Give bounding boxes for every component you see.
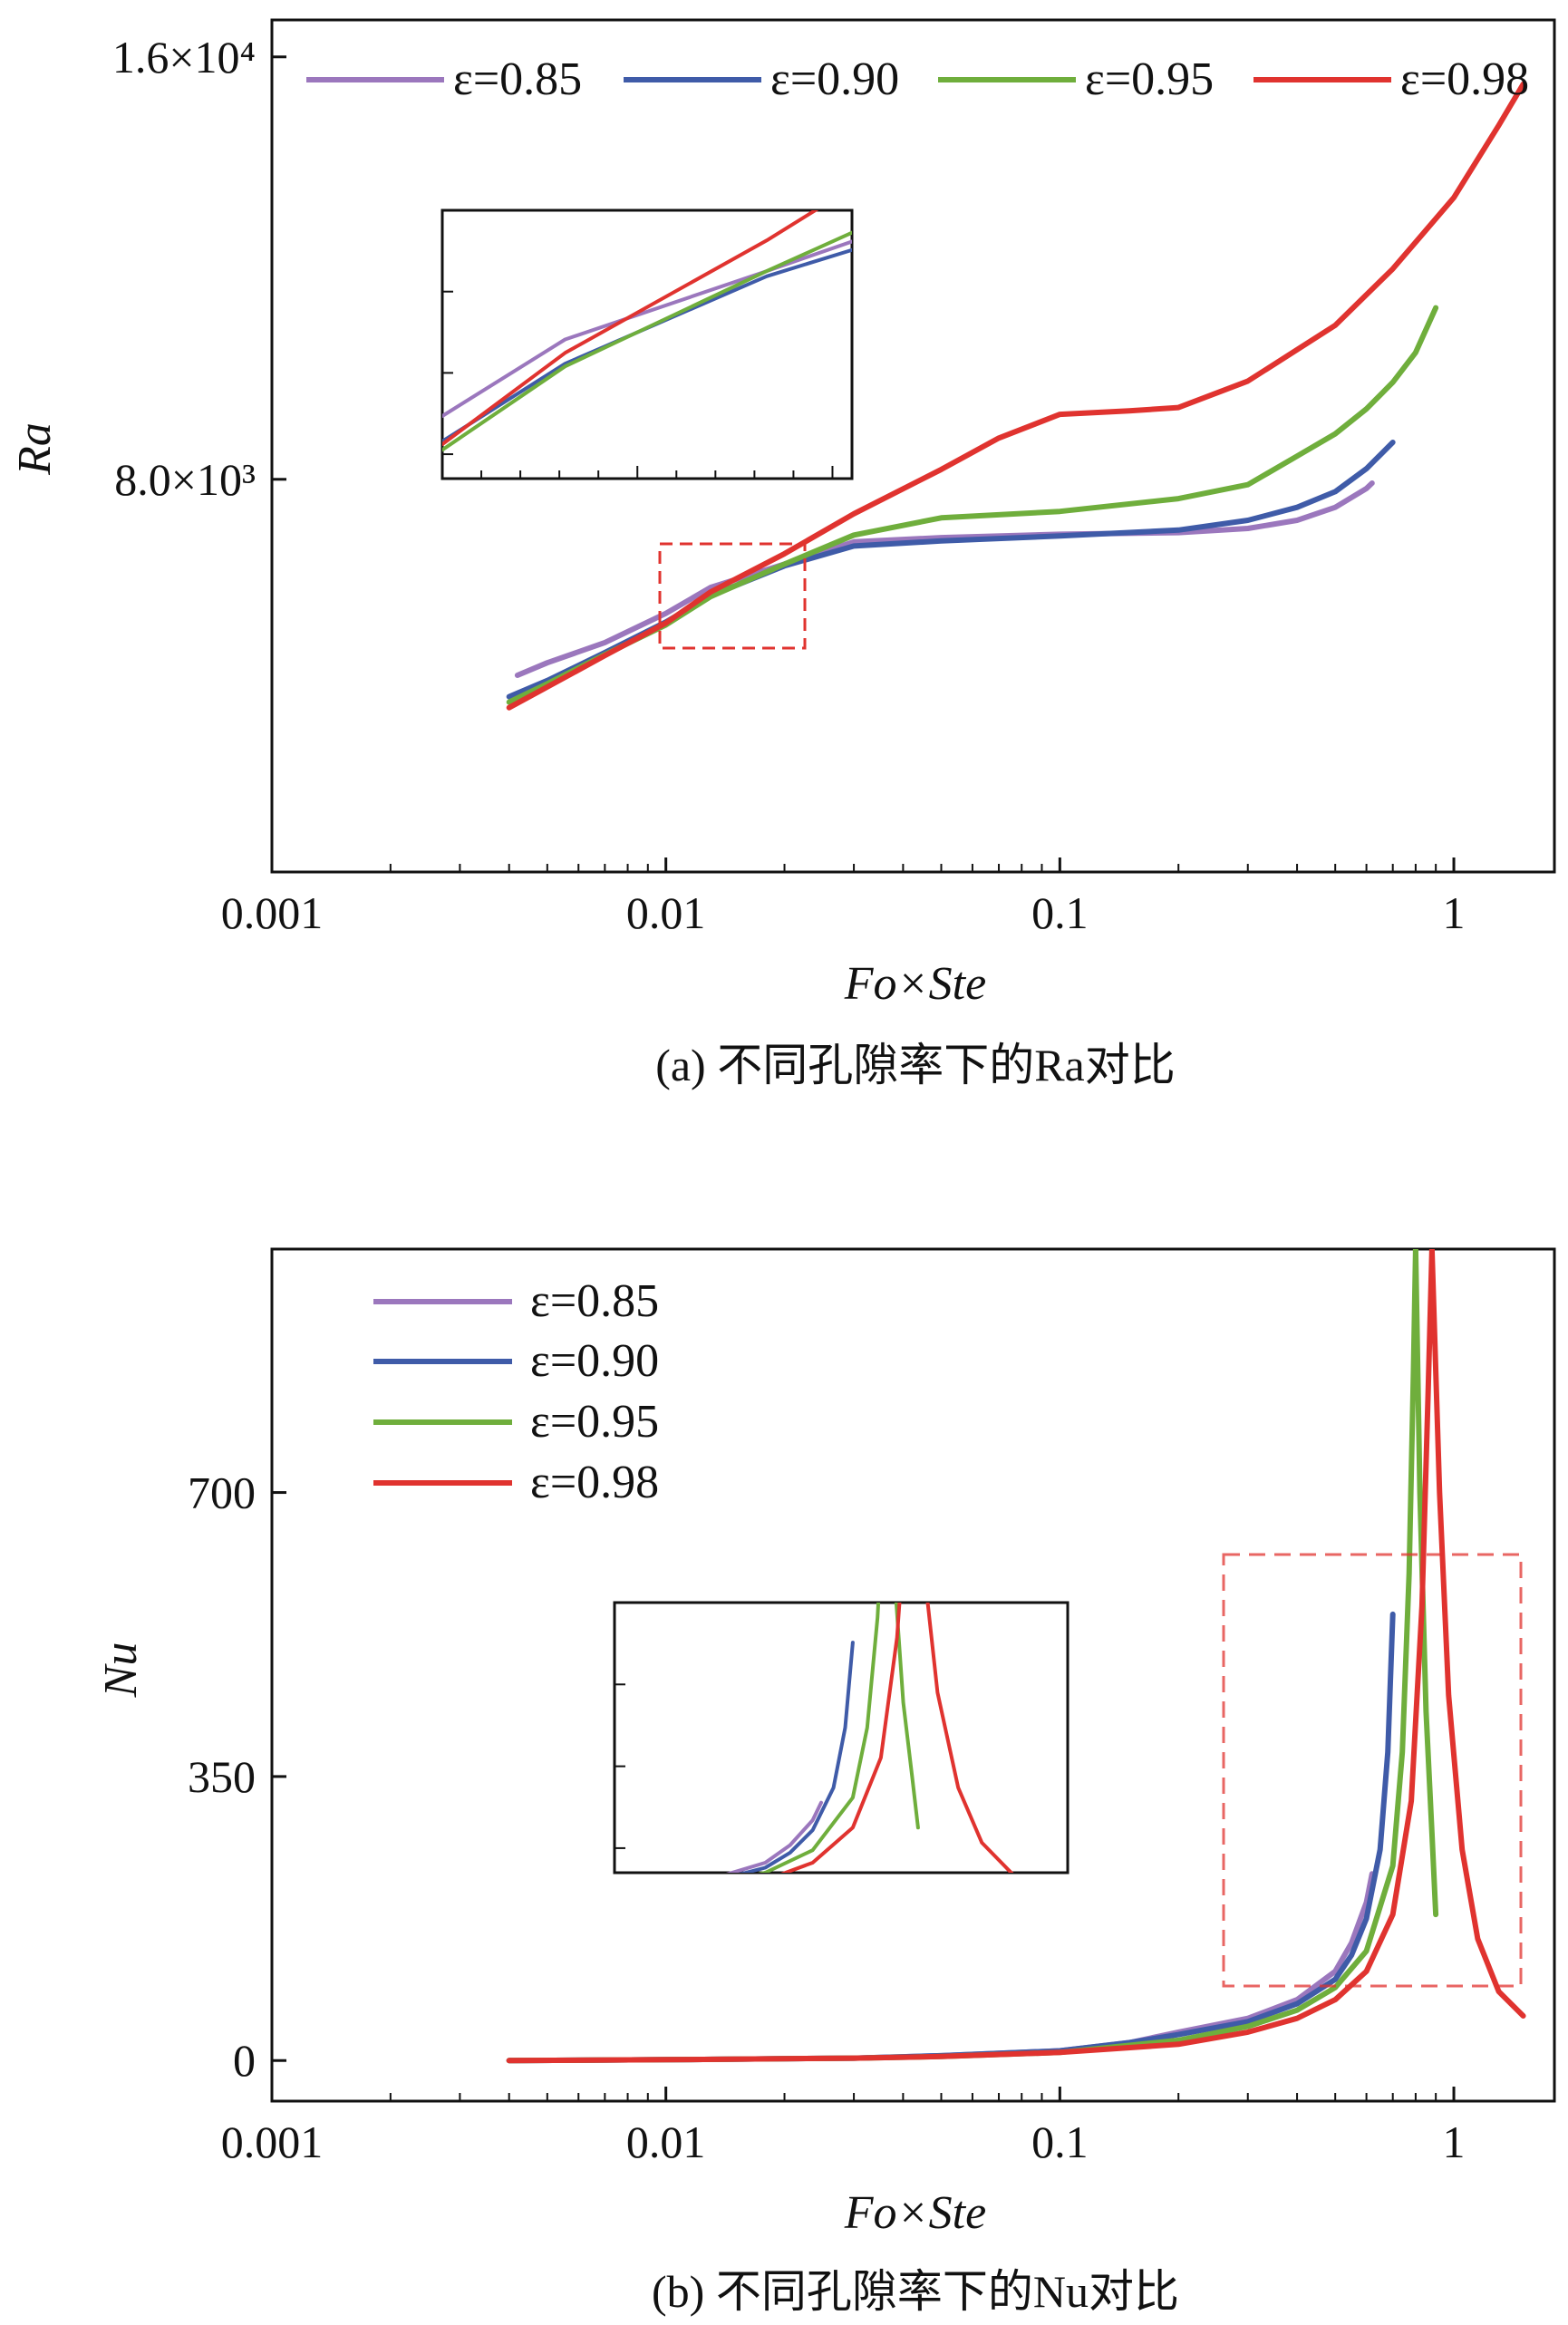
panel-a-curves: [506, 81, 1526, 711]
inset-line-b-eps085: [725, 1800, 823, 1873]
panel-a-inset-ticks: [442, 290, 834, 479]
panel-b-inset-frame: [613, 1601, 1070, 1875]
y-tick-label: 700: [188, 1468, 256, 1518]
inset-line-b-eps098: [780, 1603, 1014, 1873]
legend-a-label-eps090: ε=0.90: [770, 53, 899, 105]
legend-b-label-eps098: ε=0.98: [530, 1457, 659, 1508]
panel-a-zoom-box: [658, 542, 807, 650]
x-tick-label: 1: [1443, 2117, 1466, 2167]
panel-a-caption: (a) 不同孔隙率下的Ra对比: [655, 1040, 1176, 1090]
y-tick-label: 1.6×10⁴: [112, 32, 256, 82]
x-tick-label: 1: [1443, 887, 1466, 938]
panel-b-x-ticks: 0.001 0.01 0.1 1: [221, 2087, 1466, 2167]
panel-a-x-label: Fo×Ste: [844, 958, 986, 1010]
y-tick-label: 350: [188, 1751, 256, 1802]
legend-b-label-eps090: ε=0.90: [530, 1335, 659, 1387]
panel-b-y-label: Nu: [95, 1642, 147, 1699]
series-line-a-eps098: [506, 81, 1526, 711]
legend-a-label-eps085: ε=0.85: [453, 53, 582, 105]
panel-a-axes-frame: [270, 18, 1556, 874]
panel-b-y-ticks: 0 350 700: [188, 1468, 286, 2086]
x-tick-label: 0.01: [626, 887, 706, 938]
panel-a-y-label: Ra: [9, 422, 61, 476]
panel-b-zoom-box: [1222, 1553, 1523, 1988]
panel-a-inset-frame: [440, 208, 854, 480]
panel-b-curves: [506, 1249, 1526, 2064]
x-tick-label: 0.1: [1031, 887, 1089, 938]
panel-b-inset: [613, 1601, 1070, 1875]
panel-b-x-label: Fo×Ste: [844, 2187, 986, 2239]
series-line-a-eps085: [514, 480, 1375, 678]
panel-a-y-ticks: 8.0×10³ 1.6×10⁴: [112, 32, 286, 505]
panel-b-legend: ε=0.85 ε=0.90 ε=0.95 ε=0.98: [373, 1275, 659, 1508]
legend-b-label-eps095: ε=0.95: [530, 1396, 659, 1448]
panel-b-caption: (b) 不同孔隙率下的Nu对比: [652, 2266, 1179, 2317]
y-tick-label: 8.0×10³: [114, 454, 256, 505]
inset-line-b-eps090: [738, 1641, 855, 1873]
legend-b-label-eps085: ε=0.85: [530, 1275, 659, 1327]
panel-a-inset: [440, 208, 854, 480]
panel-b: 0.001 0.01 0.1 1 0 350 700 ε=0.85 ε=0.90 ε=0.…: [95, 1247, 1556, 2317]
panel-a-x-ticks: 0.001 0.01 0.1 1: [221, 857, 1466, 938]
x-tick-label: 0.001: [221, 2117, 324, 2167]
x-tick-label: 0.001: [221, 887, 324, 938]
legend-a-label-eps098: ε=0.98: [1400, 53, 1529, 105]
panel-b-inset-ticks: [615, 1683, 625, 1849]
legend-a-label-eps095: ε=0.95: [1085, 53, 1214, 105]
panel-b-axes-frame: [270, 1247, 1556, 2103]
x-tick-label: 0.01: [626, 2117, 706, 2167]
panel-a-legend: ε=0.85 ε=0.90 ε=0.95 ε=0.98: [306, 53, 1529, 105]
x-tick-label: 0.1: [1031, 2117, 1089, 2167]
panel-a: 0.001 0.01 0.1 1 8.0×10³ 1.6×10⁴ ε=0.85 ε=0.…: [9, 18, 1556, 1090]
inset-line-b-eps095: [757, 1603, 920, 1873]
series-line-b-eps098: [506, 1249, 1526, 2064]
panel-b-inset-curves: [725, 1603, 1014, 1873]
y-tick-label: 0: [233, 2035, 256, 2086]
